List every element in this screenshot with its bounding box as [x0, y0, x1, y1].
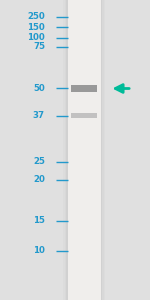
Text: 15: 15: [33, 216, 45, 225]
Bar: [71, 85, 97, 92]
Text: 37: 37: [33, 111, 45, 120]
Text: 150: 150: [27, 22, 45, 32]
Text: 250: 250: [27, 12, 45, 21]
Text: 20: 20: [33, 176, 45, 184]
Bar: [102, 0, 104, 300]
Bar: [71, 113, 97, 118]
Bar: [64, 0, 66, 300]
Text: 50: 50: [33, 84, 45, 93]
Text: 25: 25: [33, 158, 45, 166]
Bar: [66, 0, 68, 300]
Text: 75: 75: [33, 42, 45, 51]
Text: 100: 100: [27, 33, 45, 42]
Bar: [63, 0, 64, 300]
Bar: [68, 0, 100, 300]
Text: 10: 10: [33, 246, 45, 255]
Bar: [100, 0, 102, 300]
Bar: [103, 0, 105, 300]
